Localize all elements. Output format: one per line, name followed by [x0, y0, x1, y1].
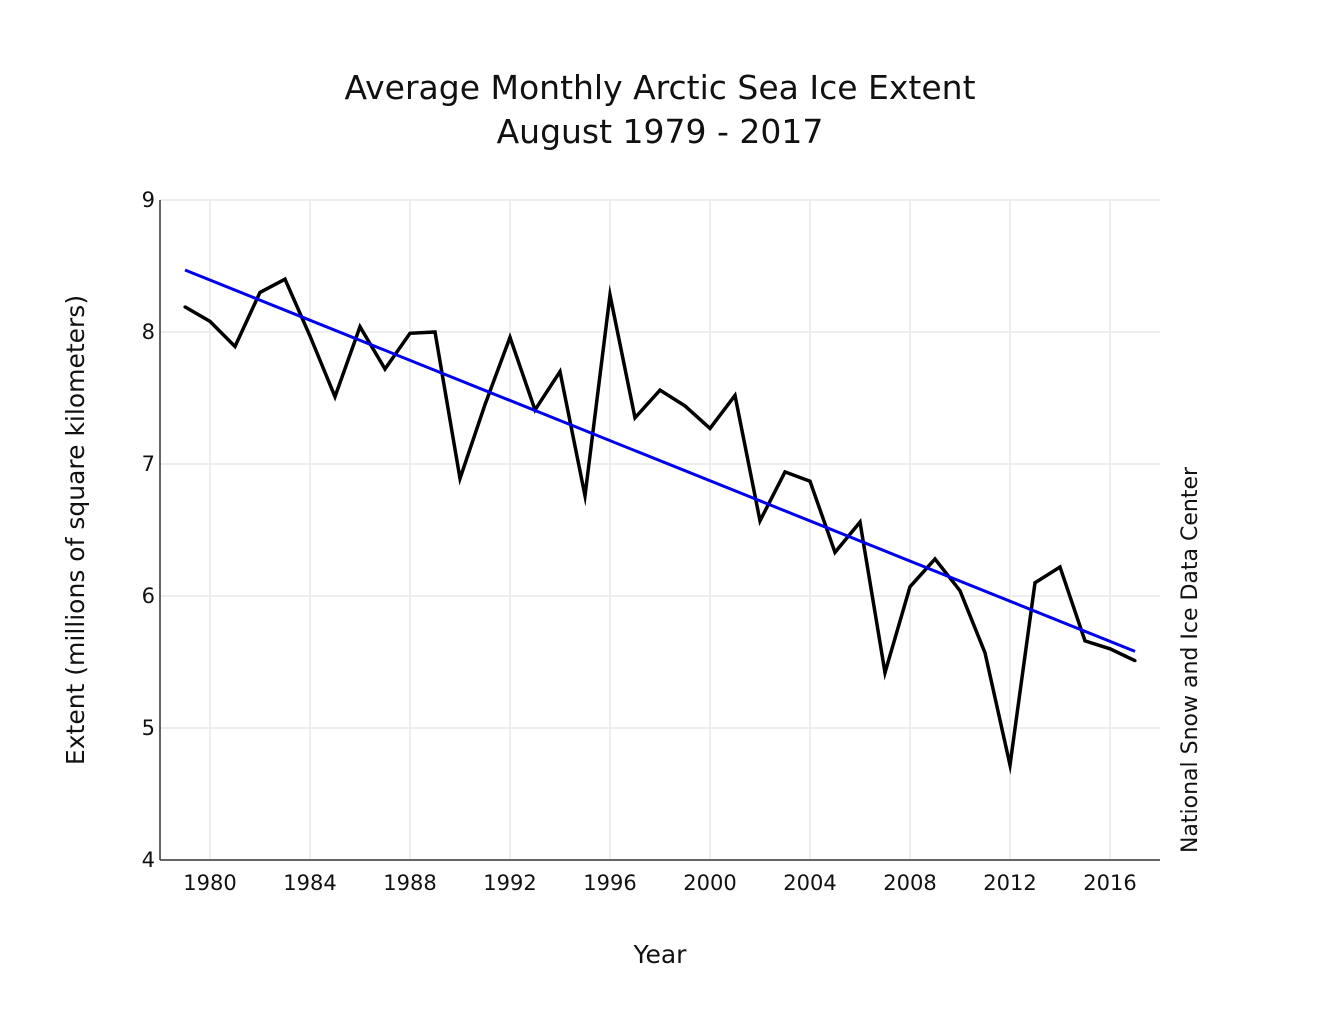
extent-point — [1058, 565, 1062, 569]
extent-point — [1083, 639, 1087, 643]
extent-point — [858, 520, 862, 524]
x-tick-label: 1984 — [283, 871, 336, 895]
extent-point — [208, 319, 212, 324]
x-tick-label: 2000 — [683, 871, 736, 895]
extent-point — [633, 416, 637, 420]
x-tick-label: 2012 — [983, 871, 1036, 895]
x-axis-label: Year — [633, 940, 688, 969]
extent-point — [1008, 763, 1012, 767]
extent-point — [983, 651, 987, 655]
extent-point — [283, 277, 287, 281]
extent-point — [708, 426, 712, 430]
y-tick-labels: 4 5 6 7 8 9 — [142, 188, 155, 872]
extent-point — [658, 388, 662, 392]
extent-point — [508, 335, 512, 339]
linear-trend-line — [184, 268, 1136, 653]
y-axis-label: Extent (millions of square kilometers) — [61, 295, 90, 765]
extent-point — [1108, 647, 1112, 651]
extent-point — [333, 395, 337, 399]
extent-point — [808, 479, 812, 483]
extent-point — [183, 305, 187, 309]
extent-point — [783, 470, 787, 474]
chart-title: Average Monthly Arctic Sea Ice Extent — [344, 68, 975, 107]
extent-point — [1033, 581, 1037, 585]
extent-point — [758, 519, 762, 523]
extent-point — [683, 404, 687, 408]
extent-point — [733, 393, 737, 397]
extent-point — [458, 476, 462, 481]
extent-point — [433, 330, 437, 334]
x-tick-labels: 1980 1984 1988 1992 1996 2000 2004 2008 2012 2016 — [183, 871, 1136, 895]
extent-point — [958, 589, 962, 593]
x-tick-label: 1980 — [183, 871, 236, 895]
y-tick-label: 9 — [142, 188, 155, 212]
extent-point — [308, 334, 312, 338]
extent-point — [383, 367, 387, 371]
x-tick-label: 1996 — [583, 871, 636, 895]
y-tick-label: 5 — [142, 716, 155, 740]
extent-point — [833, 550, 837, 555]
y-tick-label: 7 — [142, 452, 155, 476]
extent-point — [883, 670, 887, 675]
extent-point — [483, 403, 487, 407]
y-tick-label: 6 — [142, 584, 155, 608]
x-tick-label: 1992 — [483, 871, 536, 895]
y-tick-label: 8 — [142, 320, 155, 344]
x-tick-label: 2008 — [883, 871, 936, 895]
x-tick-label: 2004 — [783, 871, 836, 895]
extent-point — [408, 331, 412, 335]
x-gridlines — [209, 200, 1111, 860]
chart-subtitle: August 1979 - 2017 — [497, 112, 824, 151]
series-layer — [183, 268, 1137, 775]
x-tick-label: 1988 — [383, 871, 436, 895]
extent-point — [1133, 659, 1137, 663]
extent-point — [358, 325, 362, 329]
extent-point — [583, 494, 587, 498]
x-tick-label: 2016 — [1083, 871, 1136, 895]
source-credit: National Snow and Ice Data Center — [1178, 466, 1203, 853]
extent-point — [258, 290, 262, 294]
extent-point — [558, 370, 562, 374]
extent-point — [233, 344, 237, 349]
extent-line — [184, 276, 1136, 775]
extent-point — [908, 585, 912, 589]
y-tick-label: 4 — [142, 848, 155, 872]
extent-point — [933, 557, 937, 561]
extent-point — [608, 293, 612, 297]
